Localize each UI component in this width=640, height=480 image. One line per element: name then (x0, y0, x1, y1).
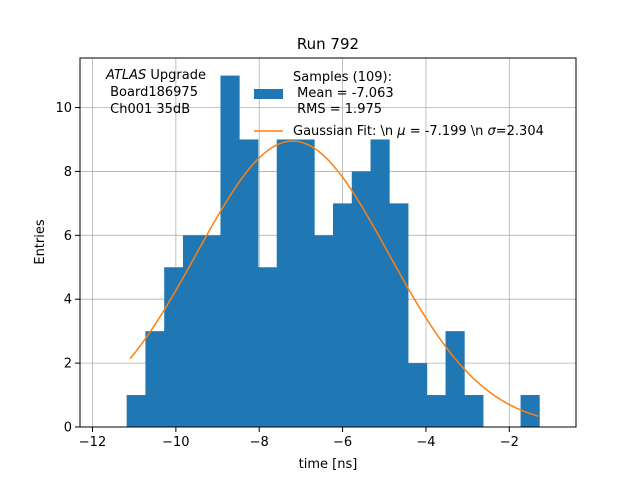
histogram-bar (520, 395, 540, 427)
x-tick-label: −6 (333, 435, 352, 450)
histogram-bar (164, 267, 184, 427)
histogram-bar (408, 363, 428, 427)
histogram-bar (239, 139, 259, 427)
legend-sigma-symbol: σ (488, 124, 497, 139)
x-tick-label: −4 (416, 435, 435, 450)
legend-fit-prefix: Gaussian Fit: \n (293, 124, 397, 139)
upgrade-label: Upgrade (146, 68, 206, 83)
histogram-bar (314, 235, 334, 427)
histogram-bar (295, 139, 315, 427)
histogram-bar (182, 235, 203, 427)
histogram-bar (257, 267, 278, 427)
x-axis-label: time [ns] (299, 457, 358, 472)
histogram-bar (145, 331, 165, 427)
legend-samples-line-1: Samples (109): (293, 70, 392, 85)
x-tick-label: −12 (79, 435, 106, 450)
annotation-line-2: Board186975 (106, 85, 198, 100)
chart-title: Run 792 (297, 35, 359, 53)
legend-samples-line-3: RMS = 1.975 (293, 102, 382, 117)
axis-ticks: −12 −10 −8 −6 −4 −2 0 2 4 6 8 10 (55, 101, 518, 450)
annotation-line-3: Ch001 35dB (106, 102, 190, 117)
legend-samples-line-2: Mean = -7.063 (293, 86, 394, 101)
legend-mu-symbol: μ (396, 124, 405, 139)
histogram-bar (426, 395, 446, 427)
histogram-bar (464, 395, 484, 427)
legend-bar-swatch (254, 89, 283, 99)
y-tick-label: 0 (64, 421, 72, 436)
y-tick-label: 10 (55, 101, 72, 116)
histogram-bars (126, 75, 540, 428)
x-tick-label: −10 (162, 435, 189, 450)
histogram-bar (445, 331, 465, 427)
annotation-line-1: ATLAS Upgrade (105, 68, 206, 83)
atlas-label: ATLAS (105, 68, 146, 83)
y-axis-label: Entries (33, 219, 48, 265)
y-tick-label: 6 (64, 229, 72, 244)
y-tick-label: 2 (64, 357, 72, 372)
histogram-bar (276, 139, 296, 427)
plot-frame (79, 57, 577, 428)
histogram-bar (201, 235, 221, 427)
x-tick-label: −8 (250, 435, 269, 450)
legend: Samples (109): Mean = -7.063 RMS = 1.975… (254, 70, 544, 139)
x-tick-label: −2 (500, 435, 519, 450)
y-tick-label: 8 (64, 165, 72, 180)
gaussian-fit-curve (129, 140, 539, 417)
legend-mu-value: = -7.199 \n (406, 124, 488, 139)
histogram-bar (220, 75, 240, 428)
y-tick-label: 4 (64, 293, 72, 308)
histogram-bar (333, 203, 353, 427)
histogram-bar (389, 203, 409, 427)
legend-sigma-value: =2.304 (496, 124, 544, 139)
histogram-bar (370, 139, 390, 427)
atlas-annotation: ATLAS Upgrade Board186975 Ch001 35dB (105, 68, 206, 117)
histogram-bar (126, 395, 146, 427)
histogram-bar (351, 171, 371, 427)
legend-fit-label: Gaussian Fit: \n μ = -7.199 \n σ=2.304 (293, 124, 544, 139)
